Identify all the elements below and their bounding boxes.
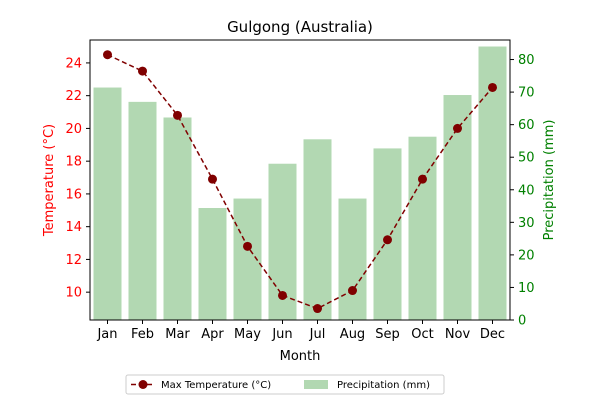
x-tick-label: Mar [165,327,190,342]
temp-point-aug [348,286,357,296]
legend-bar-swatch [304,380,328,389]
chart-title: Gulgong (Australia) [227,18,373,36]
legend-frame [125,374,445,395]
legend-line-marker [138,380,148,389]
y-right-tick-label: 80 [518,53,535,68]
temperature-polyline [107,54,494,310]
y-right-tick-label: 0 [518,314,526,329]
temperature-line [103,50,497,314]
x-tick-label: Aug [340,327,365,342]
y-axis-right-label: Precipitation (mm) [542,120,557,241]
y-axis-left-label: Temperature (°C) [42,124,57,237]
legend-label-temperature: Max Temperature (°C) [161,380,271,391]
x-tick-label: Jun [271,327,292,342]
legend-label-precipitation: Precipitation (mm) [337,380,430,391]
x-tick-label: Oct [411,327,433,342]
temp-point-jul [313,304,322,314]
temp-point-feb [138,66,147,76]
precip-bar-jul [303,139,332,320]
y-right-tick-label: 40 [518,183,535,198]
precip-bar-mar [163,117,192,320]
x-tick-label: May [234,327,261,342]
y-right-tick-label: 30 [518,216,535,231]
y-right-tick-label: 10 [518,281,535,296]
y-right-tick-label: 20 [518,248,535,263]
precip-bar-dec [478,46,507,320]
y-axis-right: 0 10 20 30 40 50 60 70 80 [510,53,535,329]
x-tick-label: Jan [96,327,117,342]
temp-point-oct [418,174,427,184]
plot-frame [89,39,511,321]
y-left-tick-label: 10 [65,286,82,301]
y-left-tick-label: 14 [65,220,82,235]
precip-bar-jan [93,87,122,320]
temp-point-jun [278,290,287,300]
x-axis: Jan Feb Mar Apr May Jun Jul Aug Sep Oct Nov Dec [96,320,505,342]
x-tick-label: Nov [445,327,471,342]
x-tick-label: Apr [201,327,224,342]
temp-point-sep [383,235,392,245]
temp-point-nov [453,123,462,133]
precip-bar-oct [408,136,437,320]
y-left-tick-label: 16 [65,187,82,202]
temp-point-dec [488,82,497,92]
temp-point-may [243,241,252,251]
y-right-tick-label: 50 [518,151,535,166]
precip-bar-feb [128,101,157,320]
x-tick-label: Dec [480,327,505,342]
y-left-tick-label: 18 [65,155,82,170]
x-tick-label: Jul [309,327,326,342]
precipitation-bars [93,46,507,320]
precip-bar-sep [373,148,402,320]
y-right-tick-label: 60 [518,118,535,133]
y-axis-left: 10 12 14 16 18 20 22 24 [65,56,90,301]
precip-bar-apr [198,208,227,320]
legend: Max Temperature (°C) Precipitation (mm) [125,374,445,395]
y-left-tick-label: 12 [65,253,82,268]
temp-point-apr [208,174,217,184]
temp-point-mar [173,110,182,120]
precip-bar-aug [338,198,367,320]
temp-point-jan [103,50,112,60]
x-tick-label: Feb [131,327,154,342]
y-left-tick-label: 20 [65,122,82,137]
y-right-tick-label: 70 [518,86,535,101]
x-tick-label: Sep [375,327,400,342]
x-axis-label: Month [280,349,321,364]
y-left-tick-label: 24 [65,56,82,71]
y-left-tick-label: 22 [65,89,82,104]
